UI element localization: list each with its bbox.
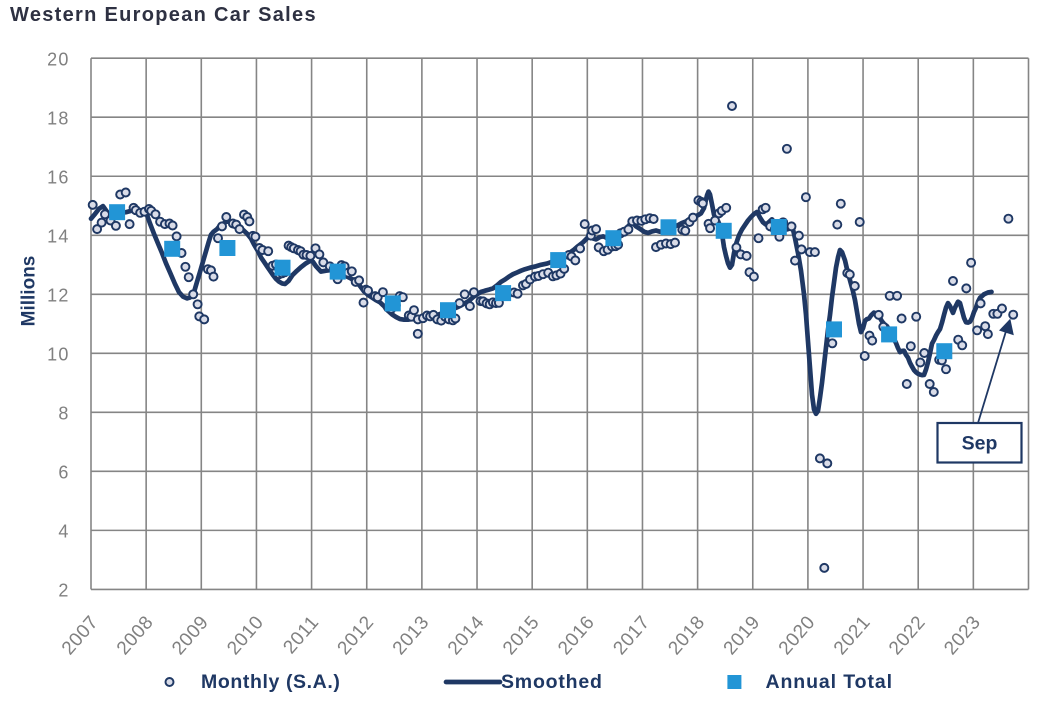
svg-text:2019: 2019 — [720, 612, 765, 659]
svg-text:2023: 2023 — [940, 612, 985, 659]
svg-text:Monthly (S.A.): Monthly (S.A.) — [201, 671, 340, 693]
svg-text:Annual Total: Annual Total — [766, 671, 893, 693]
svg-text:2013: 2013 — [389, 612, 434, 659]
svg-text:6: 6 — [58, 463, 69, 483]
svg-text:18: 18 — [47, 108, 69, 128]
svg-text:2017: 2017 — [609, 612, 654, 659]
svg-text:2: 2 — [58, 581, 69, 601]
svg-text:2015: 2015 — [499, 612, 544, 659]
svg-text:2020: 2020 — [775, 612, 820, 659]
svg-text:2009: 2009 — [168, 612, 213, 659]
svg-text:2016: 2016 — [554, 612, 599, 659]
svg-text:14: 14 — [47, 227, 69, 247]
svg-text:12: 12 — [47, 286, 69, 306]
svg-text:2011: 2011 — [279, 612, 323, 658]
svg-text:2007: 2007 — [58, 612, 103, 659]
svg-text:10: 10 — [47, 345, 69, 365]
svg-text:8: 8 — [58, 404, 69, 424]
svg-text:20: 20 — [47, 49, 69, 69]
svg-text:Sep: Sep — [962, 433, 998, 455]
svg-text:2021: 2021 — [830, 612, 875, 659]
svg-text:Millions: Millions — [19, 256, 40, 327]
svg-text:2018: 2018 — [664, 612, 709, 659]
svg-text:2022: 2022 — [885, 612, 930, 659]
svg-text:Smoothed: Smoothed — [501, 671, 603, 693]
svg-text:16: 16 — [47, 167, 69, 187]
svg-text:2014: 2014 — [444, 612, 489, 659]
svg-text:2010: 2010 — [223, 612, 268, 659]
svg-text:4: 4 — [58, 522, 69, 542]
svg-text:2012: 2012 — [334, 612, 379, 659]
svg-text:2008: 2008 — [113, 612, 158, 659]
svg-text:Western European Car Sales: Western European Car Sales — [10, 4, 317, 26]
